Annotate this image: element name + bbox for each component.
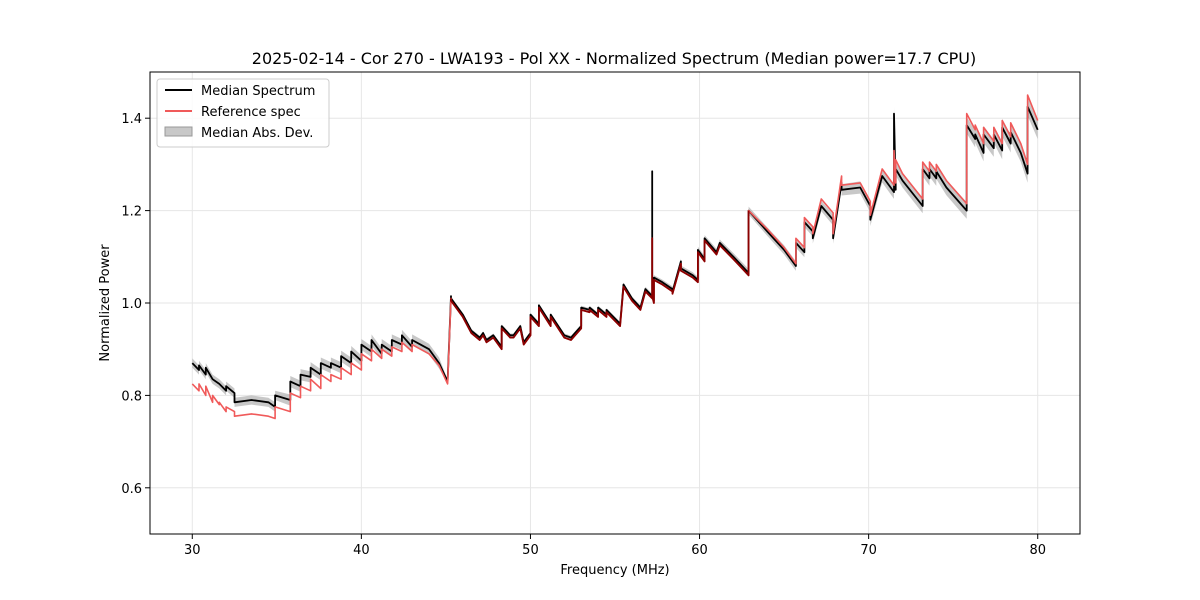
series-lines (191, 94, 1039, 420)
y-tick-label: 1.4 (121, 112, 142, 127)
y-tick-label: 0.8 (121, 389, 142, 404)
legend-box (156, 78, 330, 148)
median-spectrum-line (191, 105, 1039, 408)
chart-title: 2025-02-14 - Cor 270 - LWA193 - Pol XX -… (252, 49, 976, 68)
mad-band-layer (192, 97, 1038, 412)
y-tick-label: 0.6 (121, 482, 142, 497)
legend-label-reference: Reference spec (201, 105, 301, 120)
axis-ticks: 30 40 50 60 70 80 0.6 0.8 1.0 1.2 1.4 (121, 112, 1046, 558)
x-tick-label: 60 (691, 543, 708, 558)
y-tick-label: 1.2 (121, 205, 142, 220)
x-axis-label: Frequency (MHz) (560, 563, 669, 578)
y-tick-label: 1.0 (121, 297, 142, 312)
y-axis-label: Normalized Power (98, 244, 113, 362)
x-tick-label: 50 (522, 543, 539, 558)
legend-swatch-mad (164, 126, 193, 137)
legend: Median Spectrum Reference spec Median Ab… (156, 78, 330, 148)
x-tick-label: 80 (1029, 543, 1046, 558)
overlap-spectrum-line (450, 210, 750, 351)
legend-label-median: Median Spectrum (201, 84, 315, 99)
x-tick-label: 30 (184, 543, 201, 558)
mad-band (192, 97, 1038, 412)
x-tick-label: 40 (353, 543, 370, 558)
legend-label-mad: Median Abs. Dev. (201, 126, 313, 141)
x-tick-label: 70 (860, 543, 877, 558)
